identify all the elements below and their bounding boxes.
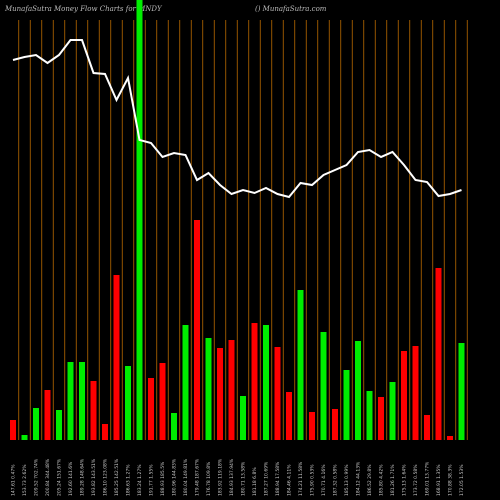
- x-tick-label: 183.92 119.18%: [218, 458, 224, 496]
- x-tick-label: 200.84 344.48%: [45, 458, 51, 496]
- bar: [102, 424, 108, 440]
- x-tick-label: 181.26 1.71%: [390, 464, 396, 496]
- bar: [320, 332, 327, 440]
- bar: [309, 412, 315, 440]
- x-tick-label: 209.52 702.74%: [34, 458, 40, 496]
- x-tick-label: 185.13 0.99%: [344, 464, 350, 496]
- bar: [263, 325, 269, 440]
- x-tick-label: 193.82 143.51%: [91, 458, 97, 496]
- x-tick-label: 189.28 148.64%: [80, 458, 86, 496]
- x-tick-label: 192.60 141.6%: [68, 461, 74, 496]
- x-tick-label: 191.77 1.55%: [149, 464, 155, 496]
- bar: [10, 420, 16, 440]
- bar: [182, 325, 189, 440]
- bar: [136, 0, 143, 440]
- x-tick-label: 176.78 109.8%: [206, 461, 212, 496]
- bar: [389, 382, 396, 440]
- bar: [343, 370, 350, 440]
- bar: [21, 435, 28, 440]
- bar: [401, 351, 407, 440]
- chart-subtitle: () MunafaSutra.com: [255, 5, 327, 13]
- bar: [171, 413, 177, 440]
- x-tick-label: 188.93 185.5%: [160, 461, 166, 496]
- x-tick-label: 174.21 11.58%: [298, 461, 304, 496]
- bar: [412, 346, 419, 440]
- bar: [447, 436, 453, 440]
- bar: [194, 220, 200, 440]
- bar: [251, 323, 258, 440]
- x-tick-label: 184.12 44.13%: [356, 461, 362, 496]
- bar: [458, 343, 465, 440]
- x-tick-label: 180.71 13.58%: [241, 461, 247, 496]
- x-tick-label: 185.80 4.42%: [379, 464, 385, 496]
- x-tick-label: 170.88 38.3%: [448, 464, 454, 496]
- x-tick-label: 187.32 0.58%: [333, 464, 339, 496]
- bar: [286, 392, 292, 440]
- bar: [424, 415, 430, 440]
- bar: [148, 378, 154, 440]
- chart-title: MunafaSutra Money Flow Charts for MNDY: [4, 5, 163, 13]
- x-tick-label: 175.90 0.53%: [310, 464, 316, 496]
- x-tick-label: 172.05 1.53%: [459, 464, 465, 496]
- bar: [366, 391, 373, 440]
- bar: [332, 409, 338, 440]
- bar: [355, 341, 361, 440]
- bar: [228, 340, 235, 440]
- bar: [44, 390, 51, 440]
- bar: [125, 366, 131, 440]
- bar: [113, 275, 120, 440]
- x-tick-label: 185.25 142.51%: [114, 458, 120, 496]
- x-tick-label: 183.24 1.27%: [137, 464, 143, 496]
- money-flow-line: [12, 39, 462, 199]
- x-tick-label: 187.27 10.69%: [264, 461, 270, 496]
- x-tick-label: 169.01 13.77%: [425, 461, 431, 496]
- bar: [56, 410, 62, 440]
- x-tick-label: 181.18 6.8%: [252, 467, 258, 496]
- x-tick-label: 175.13 1.64%: [402, 464, 408, 496]
- x-tick-label: 179.48 187.67%: [195, 458, 201, 496]
- x-tick-label: 184.46 4.11%: [287, 464, 293, 496]
- bar: [378, 397, 384, 440]
- x-tick-label: 186.52 29.8%: [367, 464, 373, 496]
- x-tick-label: 168.91 1.35%: [436, 464, 442, 496]
- bar: [33, 408, 39, 440]
- bar: [297, 290, 304, 440]
- bar: [217, 348, 223, 440]
- x-tick-label: 186.63 1.27%: [126, 464, 132, 496]
- x-tick-label: 170.71 4.16%: [321, 464, 327, 496]
- x-tick-label: 186.10 123.08%: [103, 458, 109, 496]
- bar: [240, 396, 246, 440]
- x-tick-label: 180.04 149.81%: [183, 458, 189, 496]
- x-tick-label: 180.96 144.83%: [172, 458, 178, 496]
- x-tick-label: 173.72 0.58%: [413, 464, 419, 496]
- x-tick-label: 188.94 17.58%: [275, 461, 281, 496]
- x-tick-label: 153.73 2.62%: [22, 464, 28, 496]
- bar: [79, 362, 85, 440]
- bar: [205, 338, 212, 440]
- bar: [67, 362, 74, 440]
- x-tick-label: 147.61 0.47%: [11, 464, 17, 496]
- bar: [435, 268, 442, 440]
- bar: [90, 381, 97, 440]
- bar: [274, 347, 281, 440]
- x-tick-label: 184.93 137.94%: [229, 458, 235, 496]
- bar: [159, 363, 166, 440]
- x-tick-label: 205.24 151.67%: [57, 458, 63, 496]
